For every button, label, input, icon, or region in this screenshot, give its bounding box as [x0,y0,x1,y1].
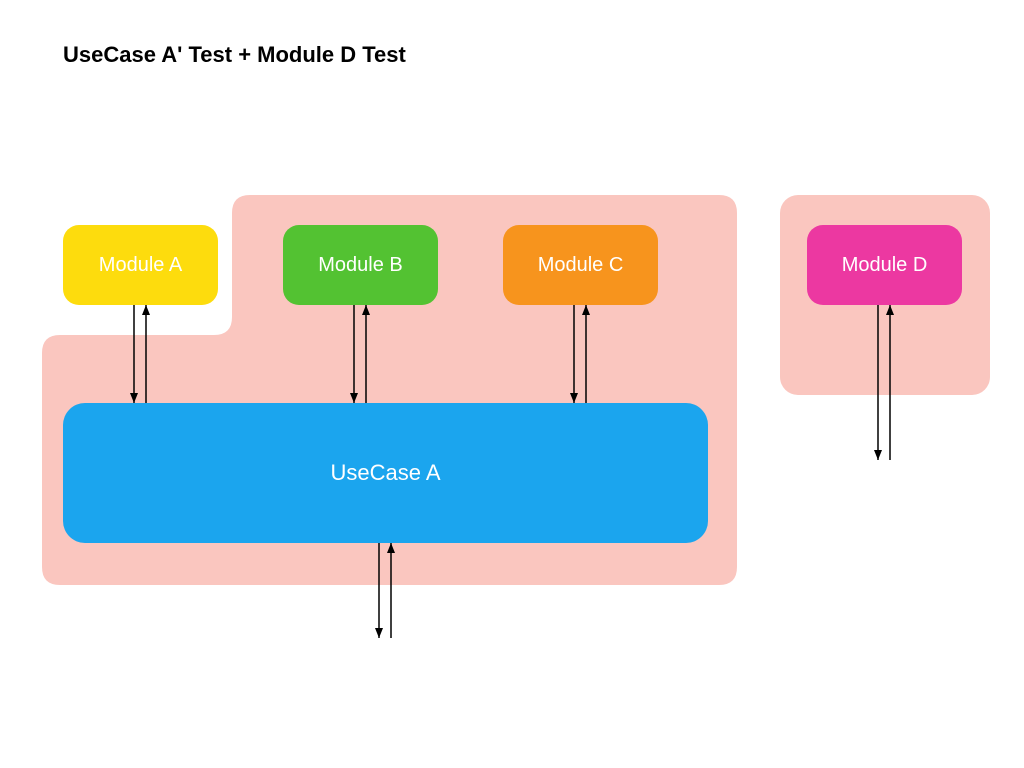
module-d-label: Module D [842,254,928,277]
usecase-a-box: UseCase A [63,403,708,543]
module-b-label: Module B [318,254,403,277]
diagram-title: UseCase A' Test + Module D Test [63,42,406,68]
module-a-label: Module A [99,254,182,277]
module-d-box: Module D [807,225,962,305]
module-c-box: Module C [503,225,658,305]
module-a-box: Module A [63,225,218,305]
usecase-a-label: UseCase A [330,460,440,486]
module-b-box: Module B [283,225,438,305]
module-c-label: Module C [538,254,624,277]
diagram-canvas: UseCase A' Test + Module D Test Module A… [0,0,1024,768]
